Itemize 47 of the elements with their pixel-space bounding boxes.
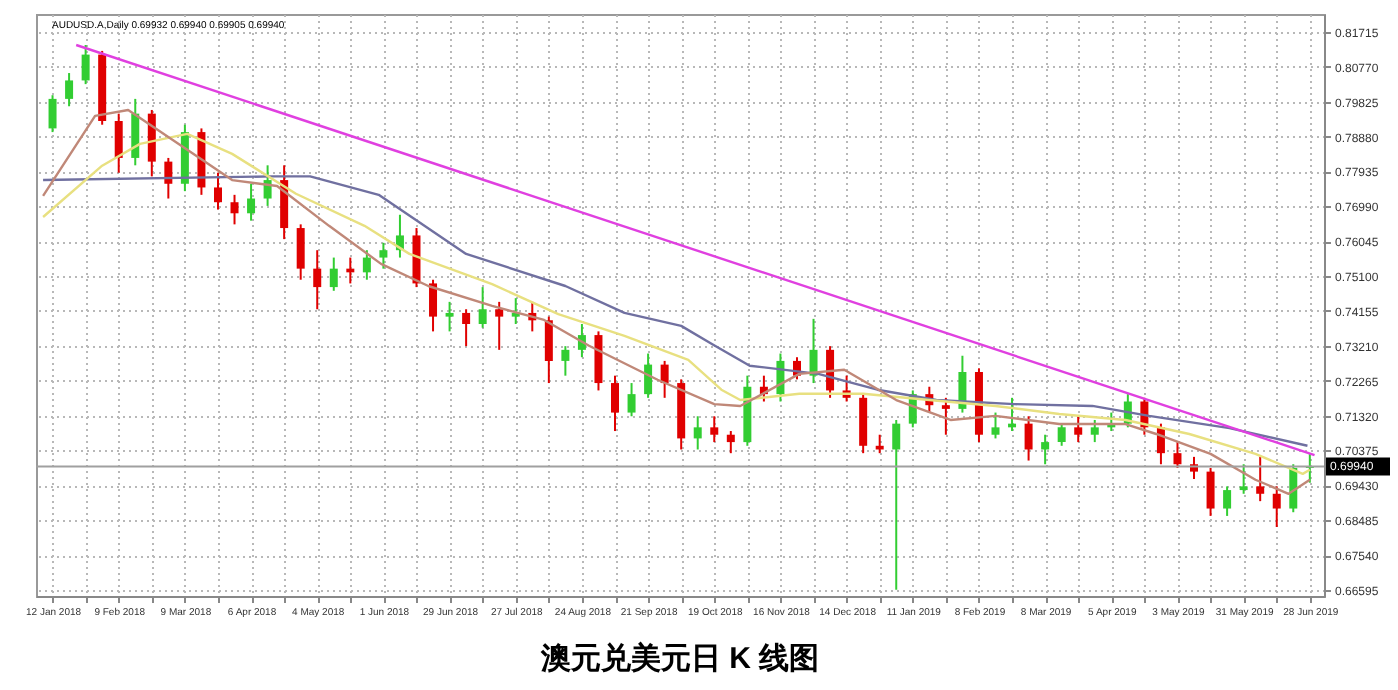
- candlestick: [544, 315, 553, 385]
- candlestick: [1272, 485, 1281, 528]
- text: 澳元兑美元日 K 线图: [538, 640, 820, 676]
- candlestick: [478, 286, 487, 329]
- line-series: [41, 175, 1309, 447]
- candlestick: [1074, 415, 1083, 444]
- candlestick: [627, 382, 636, 418]
- candlestick: [81, 44, 90, 86]
- candlestick: [230, 193, 239, 226]
- candlestick: [611, 374, 620, 433]
- candlestick: [1239, 463, 1248, 495]
- candlestick: [991, 411, 1000, 440]
- candlestick: [1041, 433, 1050, 466]
- candlestick: [1256, 455, 1265, 503]
- candlestick: [710, 415, 719, 444]
- candlestick: [412, 227, 421, 289]
- candlestick: [329, 256, 338, 292]
- candlestick: [495, 300, 504, 351]
- candlestick: [660, 359, 669, 399]
- candlestick: [1057, 422, 1066, 447]
- candlestick: [362, 249, 371, 281]
- candlestick: [48, 94, 57, 134]
- candlestick: [263, 164, 272, 207]
- candlestick: [511, 297, 520, 326]
- candlestick: [693, 415, 702, 451]
- candlestick: [1090, 418, 1099, 444]
- candlestick: [114, 112, 123, 174]
- candlestick: [1173, 441, 1182, 469]
- candlestick: [892, 418, 901, 591]
- candlestick: [726, 430, 735, 455]
- candlestick: [213, 171, 222, 211]
- candlestick: [379, 241, 388, 270]
- candlestick: [561, 345, 570, 377]
- candlestick: [1024, 415, 1033, 462]
- candlestick: [941, 396, 950, 436]
- candlestick: [164, 156, 173, 200]
- candlestick: [445, 300, 454, 333]
- candlestick: [1206, 466, 1215, 517]
- candlestick: [65, 72, 74, 108]
- candlestick: [1223, 485, 1232, 517]
- candlestick: [462, 308, 471, 348]
- candlestick: [313, 249, 322, 311]
- candlestick: [859, 393, 868, 455]
- candlestick: [296, 223, 305, 281]
- candlestick: [247, 182, 256, 222]
- candlestick: [594, 330, 603, 392]
- candlestick: [429, 278, 438, 333]
